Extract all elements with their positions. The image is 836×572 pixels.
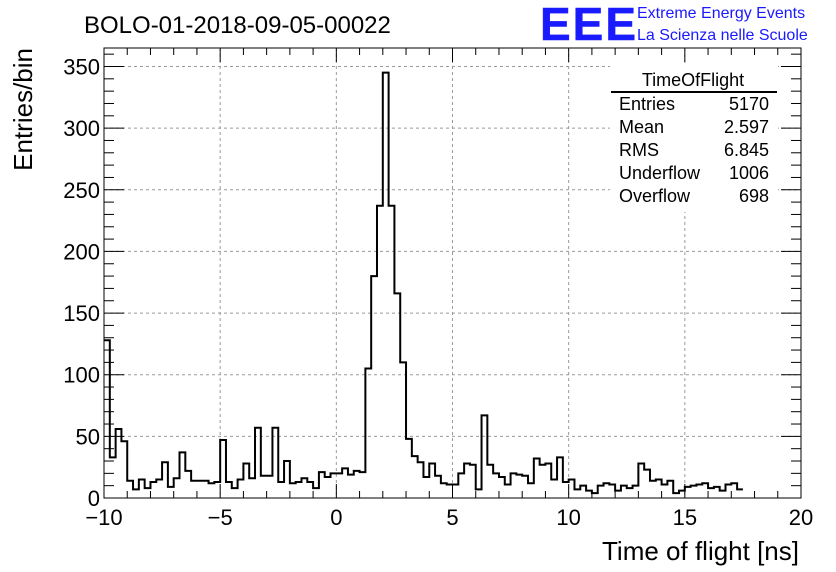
x-tick-label: 20 (789, 505, 813, 530)
y-tick-label: 250 (63, 178, 100, 203)
histogram-bin (209, 483, 215, 498)
x-tick-labels: −10 −5 0 5 10 15 20 (85, 505, 813, 530)
x-tick-label: −5 (208, 505, 233, 530)
histogram-bin (278, 482, 284, 498)
histogram-bin (476, 489, 482, 498)
histogram-bin (627, 488, 633, 498)
histogram-bin (563, 482, 569, 498)
y-tick-labels: 0 50 100 150 200 250 300 350 (63, 54, 100, 511)
histogram-bin (145, 488, 151, 498)
stats-label: Overflow (619, 186, 691, 206)
x-tick-label: 5 (446, 505, 458, 530)
histogram-bin (650, 481, 656, 498)
y-axis-label: Entries/bin (8, 48, 38, 171)
histogram-bin (290, 483, 296, 498)
histogram-bin (214, 482, 220, 498)
stats-value: 5170 (729, 94, 769, 114)
histogram-bin (336, 473, 342, 498)
histogram-bin (110, 457, 116, 498)
x-tick-label: −10 (85, 505, 122, 530)
histogram-bin (249, 478, 255, 498)
stats-label: Entries (619, 94, 675, 114)
stats-value: 6.845 (724, 140, 769, 160)
histogram-bin (261, 476, 267, 498)
stats-label: RMS (619, 140, 659, 160)
histogram-outline (104, 71, 743, 495)
histogram-bin (453, 484, 459, 498)
histogram-bin (708, 488, 714, 498)
stats-box: TimeOfFlight Entries 5170 Mean 2.597 RMS 6.84… (610, 66, 778, 212)
histogram-bin (737, 489, 743, 498)
y-tick-label: 300 (63, 116, 100, 141)
stats-value: 2.597 (724, 117, 769, 137)
y-tick-label: 350 (63, 54, 100, 79)
histogram-bin (574, 489, 580, 498)
y-tick-label: 0 (88, 486, 100, 511)
histogram-bin (313, 488, 319, 498)
x-tick-label: 0 (330, 505, 342, 530)
histogram-bin (360, 472, 366, 498)
axis-ticks (103, 48, 802, 499)
histogram-bin (662, 484, 668, 498)
x-tick-label: 10 (556, 505, 580, 530)
eee-logo: EEE Extreme Energy Events La Scienza nel… (540, 0, 808, 50)
histogram-bin (191, 481, 197, 498)
stats-box-title: TimeOfFlight (642, 70, 744, 90)
histogram-bin (505, 484, 511, 498)
y-tick-label: 150 (63, 301, 100, 326)
histogram-bin (296, 482, 302, 498)
histogram-bin (720, 491, 726, 498)
histogram-bin (615, 491, 621, 498)
logo-text: EEE (540, 0, 638, 50)
y-tick-label: 200 (63, 239, 100, 264)
x-axis-label: Time of flight [ns] (602, 536, 799, 566)
histogram-series (104, 71, 743, 498)
org-name-line2: La Scienza nelle Scuole (637, 27, 808, 44)
histogram-bin (197, 481, 203, 498)
histogram-bin (516, 475, 522, 498)
stats-label: Mean (619, 117, 664, 137)
histogram-bin (232, 488, 238, 498)
x-tick-label: 15 (673, 505, 697, 530)
histogram-bin (423, 477, 429, 498)
histogram-bin (325, 477, 331, 498)
y-tick-label: 50 (76, 424, 100, 449)
chart-title: BOLO-01-2018-09-05-00022 (84, 12, 391, 39)
stats-value: 698 (739, 186, 769, 206)
histogram-bin (348, 475, 354, 498)
histogram-bin (447, 484, 453, 498)
y-tick-label: 100 (63, 363, 100, 388)
histogram-bin (551, 480, 557, 498)
histogram-bin (168, 487, 174, 498)
stats-value: 1006 (729, 163, 769, 183)
histogram-bin (528, 483, 534, 498)
histogram-bin (540, 465, 546, 498)
stats-box-background (610, 66, 778, 212)
stats-label: Underflow (619, 163, 701, 183)
histogram-bin (267, 476, 273, 498)
org-name-line1: Extreme Energy Events (637, 5, 805, 22)
histogram-bin (133, 489, 139, 498)
